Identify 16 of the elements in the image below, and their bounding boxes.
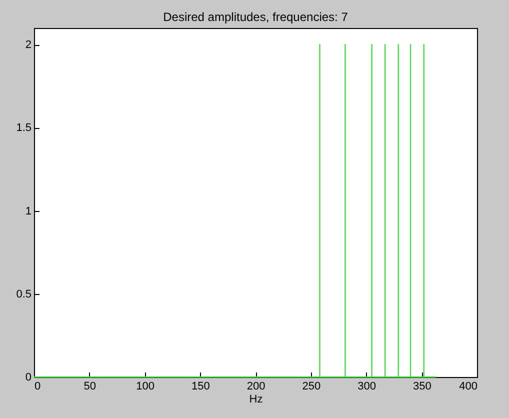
chart-title: Desired amplitudes, frequencies: 7 [163,10,348,24]
y-tick-label: 1.5 [16,122,32,134]
x-tick-label: 100 [136,380,154,392]
y-tick-label: 1 [25,205,32,218]
x-tick-label: 50 [84,380,96,392]
y-tick-label: 0.5 [16,288,32,300]
y-tick-label: 2 [25,39,32,52]
y-tick-label: 0 [25,372,32,384]
x-tick-label: 300 [358,380,376,392]
x-tick-label: 0 [34,380,41,392]
x-axis-title: Hz [249,394,263,406]
x-tick-label: 400 [459,380,478,392]
x-tick-label: 200 [246,380,266,392]
x-tick-label: 350 [412,380,432,392]
x-tick-label: 150 [191,380,210,392]
x-tick-label: 250 [302,380,321,392]
